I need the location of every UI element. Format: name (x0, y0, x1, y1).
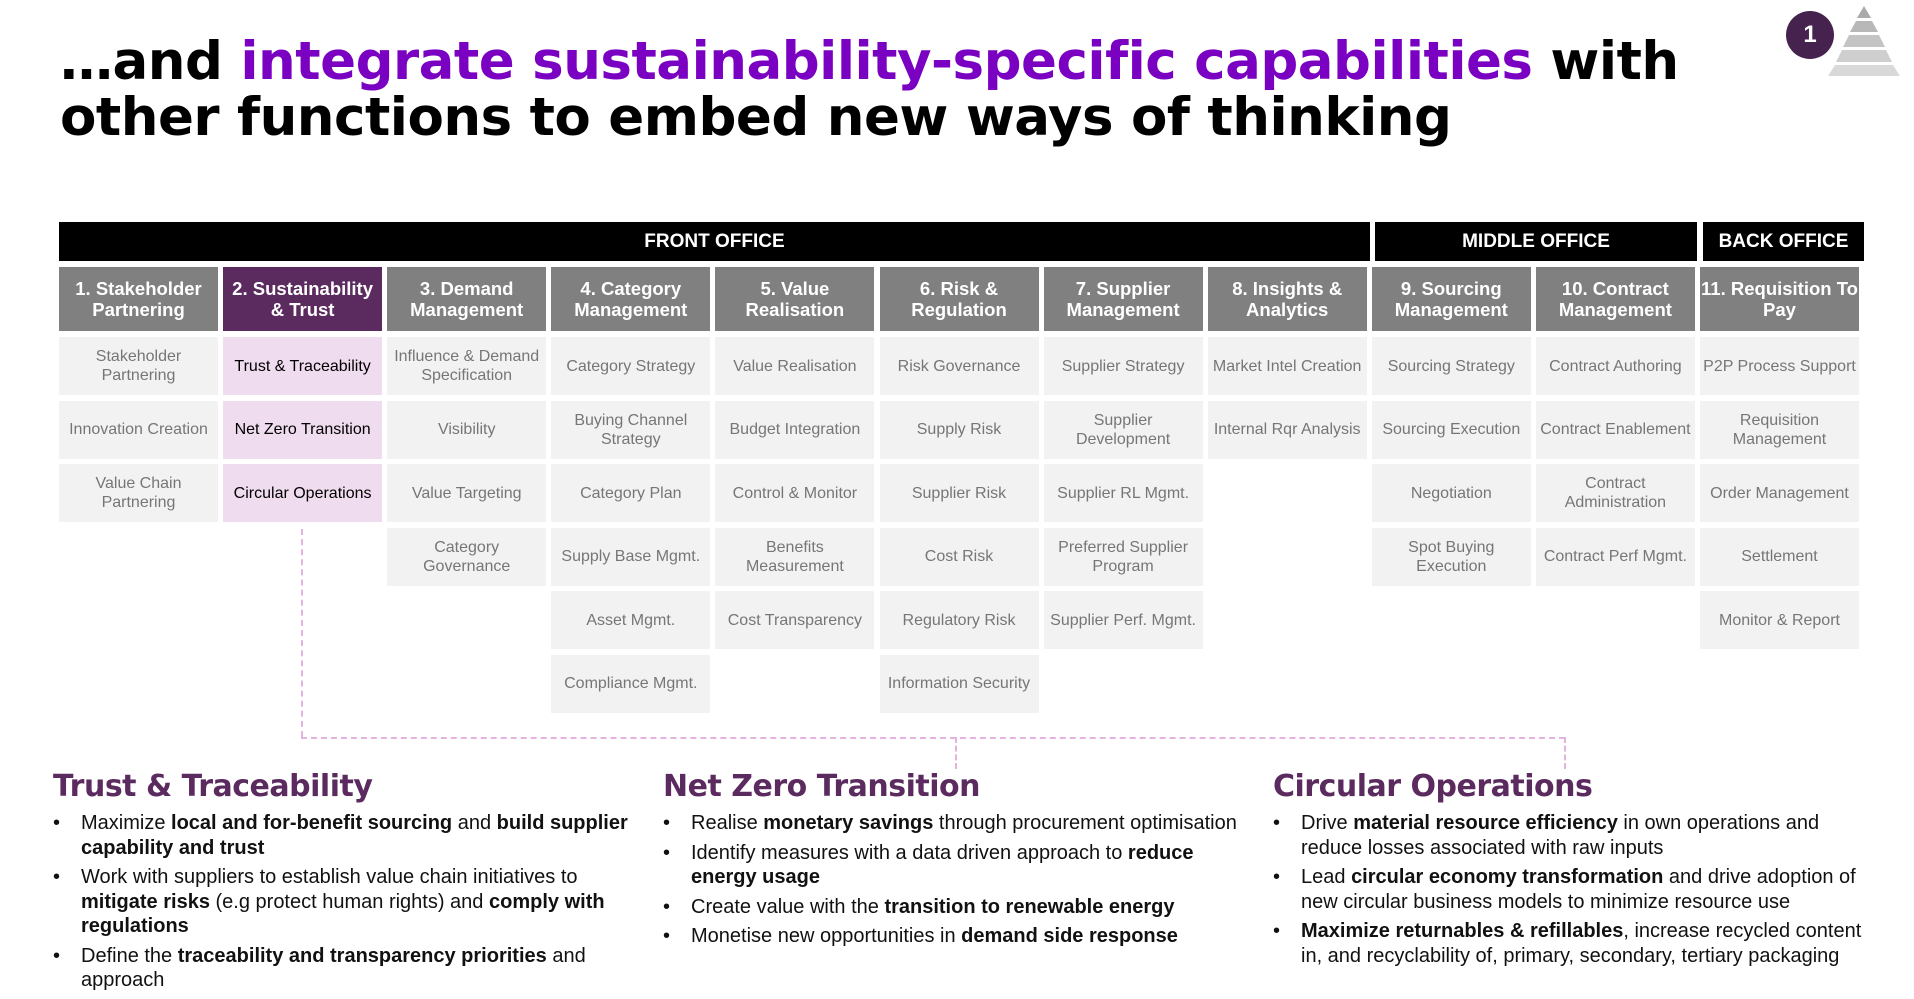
capability-cell: Negotiation (1371, 464, 1531, 522)
capability-cell: Stakeholder Partnering (59, 337, 218, 395)
capability-cell: Regulatory Risk (879, 591, 1039, 649)
capability-cell: Contract Authoring (1535, 337, 1695, 395)
capability-cell: Settlement (1700, 527, 1859, 586)
capability-cell: Buying Channel Strategy (551, 400, 711, 459)
section-middle-office: MIDDLE OFFICE (1375, 222, 1697, 261)
connector-line (1564, 737, 1566, 769)
capability-cell: Internal Rqr Analysis (1207, 400, 1367, 459)
column-header: 4. Category Management (551, 267, 711, 331)
capability-cell: Sourcing Strategy (1371, 337, 1531, 395)
capability-cell: Supplier Risk (879, 464, 1039, 522)
capability-cell: Cost Transparency (715, 591, 875, 649)
column-header: 7. Supplier Management (1043, 267, 1203, 331)
column-header: 3. Demand Management (387, 267, 547, 331)
capability-cell: Supply Base Mgmt. (551, 527, 711, 586)
capability-cell: Requisition Management (1700, 400, 1859, 459)
bullet-list-circular: Drive material resource efficiency in ow… (1273, 811, 1883, 973)
column-header: 11. Requisition To Pay (1700, 267, 1859, 331)
capability-cell: Budget Integration (715, 400, 875, 459)
capability-cell: Visibility (387, 400, 547, 459)
capability-cell: Supplier Perf. Mgmt. (1043, 591, 1203, 649)
capability-cell: Order Management (1700, 464, 1859, 522)
capability-cell: Information Security (879, 654, 1039, 713)
capability-cell: Category Governance (387, 527, 547, 586)
capability-cell: Influence & Demand Specification (387, 337, 547, 395)
column-header: 2. Sustainability & Trust (223, 267, 383, 331)
capability-cell: Innovation Creation (59, 400, 218, 459)
column-header: 5. Value Realisation (715, 267, 875, 331)
block-title-trust: Trust & Traceability (53, 769, 373, 804)
capability-cell: Value Targeting (387, 464, 547, 522)
capability-cell: Contract Enablement (1535, 400, 1695, 459)
capability-cell: Sourcing Execution (1371, 400, 1531, 459)
title-highlight: integrate sustainability-specific capabi… (240, 31, 1533, 92)
connector-line (301, 737, 1565, 739)
capability-cell: Supplier Strategy (1043, 337, 1203, 395)
bullet-item: Maximize local and for-benefit sourcing … (53, 811, 643, 860)
capability-cell: Compliance Mgmt. (551, 654, 711, 713)
page-number-badge: 1 (1786, 11, 1834, 59)
section-back-office: BACK OFFICE (1703, 222, 1864, 261)
capability-cell: Circular Operations (223, 464, 383, 522)
capability-cell: Preferred Supplier Program (1043, 527, 1203, 586)
capability-cell: Supplier RL Mgmt. (1043, 464, 1203, 522)
bullet-item: Lead circular economy transformation and… (1273, 865, 1883, 914)
column-header: 8. Insights & Analytics (1207, 267, 1367, 331)
capability-cell: Contract Administration (1535, 464, 1695, 522)
column-header: 6. Risk & Regulation (879, 267, 1039, 331)
capability-cell: Monitor & Report (1700, 591, 1859, 649)
pyramid-icon (1828, 6, 1900, 76)
bullet-item: Identify measures with a data driven app… (663, 841, 1253, 890)
bullet-item: Realise monetary savings through procure… (663, 811, 1253, 836)
capability-cell: Value Realisation (715, 337, 875, 395)
section-front-office: FRONT OFFICE (59, 222, 1370, 261)
capability-cell: Asset Mgmt. (551, 591, 711, 649)
capability-cell: Net Zero Transition (223, 400, 383, 459)
capability-cell: Category Plan (551, 464, 711, 522)
capability-cell: Supply Risk (879, 400, 1039, 459)
capability-cell: Category Strategy (551, 337, 711, 395)
capability-cell: P2P Process Support (1700, 337, 1859, 395)
connector-line (301, 529, 303, 737)
capability-cell: Spot Buying Execution (1371, 527, 1531, 586)
capability-cell: Contract Perf Mgmt. (1535, 527, 1695, 586)
capability-cell: Cost Risk (879, 527, 1039, 586)
capability-cell: Trust & Traceability (223, 337, 383, 395)
capability-cell: Supplier Development (1043, 400, 1203, 459)
column-header: 10. Contract Management (1535, 267, 1695, 331)
capability-cell: Market Intel Creation (1207, 337, 1367, 395)
bullet-item: Drive material resource efficiency in ow… (1273, 811, 1883, 860)
page-title: …and integrate sustainability-specific c… (60, 31, 1679, 148)
capability-cell: Benefits Measurement (715, 527, 875, 586)
bullet-item: Define the traceability and transparency… (53, 944, 643, 993)
bullet-list-net-zero: Realise monetary savings through procure… (663, 811, 1253, 954)
bullet-item: Work with suppliers to establish value c… (53, 865, 643, 939)
bullet-list-trust: Maximize local and for-benefit sourcing … (53, 811, 643, 998)
block-title-circular: Circular Operations (1273, 769, 1593, 804)
capability-cell: Risk Governance (879, 337, 1039, 395)
column-header: 9. Sourcing Management (1371, 267, 1531, 331)
capability-cell: Control & Monitor (715, 464, 875, 522)
block-title-net-zero: Net Zero Transition (663, 769, 980, 804)
bullet-item: Monetise new opportunities in demand sid… (663, 924, 1253, 949)
column-header: 1. Stakeholder Partnering (59, 267, 218, 331)
bullet-item: Create value with the transition to rene… (663, 895, 1253, 920)
bullet-item: Maximize returnables & refillables, incr… (1273, 919, 1883, 968)
capability-cell: Value Chain Partnering (59, 464, 218, 522)
connector-line (955, 737, 957, 769)
